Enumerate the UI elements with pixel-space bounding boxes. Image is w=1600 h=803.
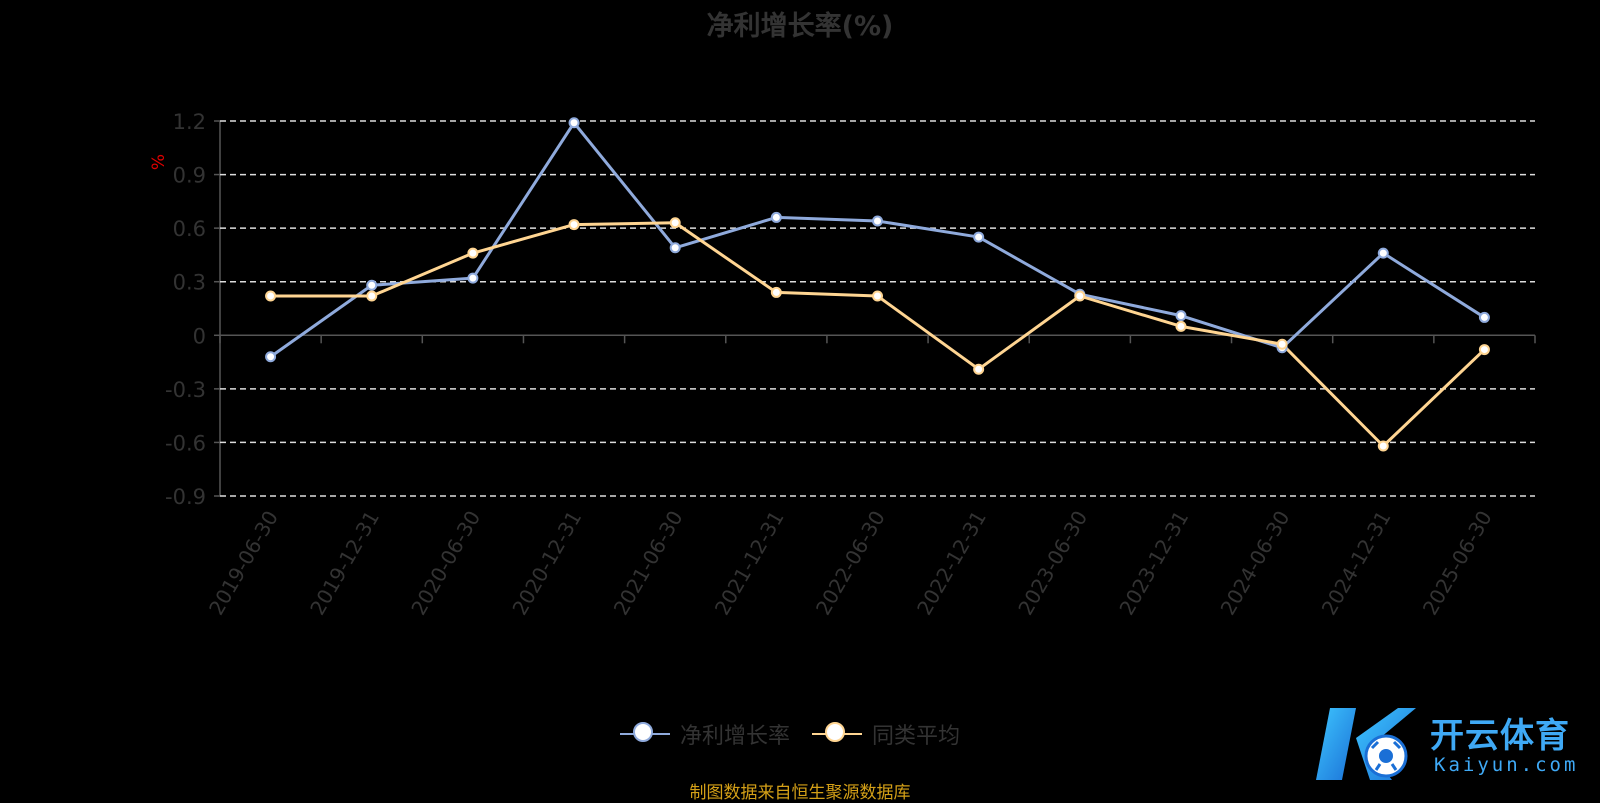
x-tick-label-2: 2020-06-30 <box>406 507 485 620</box>
y-tick-label-2: 0.6 <box>173 217 206 241</box>
x-tick-label-9: 2023-12-31 <box>1114 507 1193 620</box>
series-0-point-7 <box>973 231 985 243</box>
x-tick-label-12: 2025-06-30 <box>1418 507 1497 620</box>
series-1-point-0 <box>265 290 277 302</box>
series-0-point-5 <box>770 211 782 223</box>
series-0-point-1 <box>366 279 378 291</box>
series-0-point-4 <box>669 242 681 254</box>
x-tick-label-11: 2024-12-31 <box>1317 507 1396 620</box>
series-0-point-12 <box>1478 311 1490 323</box>
y-tick-label-0: 1.2 <box>173 110 206 134</box>
series-1-point-1 <box>366 290 378 302</box>
watermark-domain: Kaiyun.com <box>1434 754 1579 776</box>
y-axis-label: % <box>149 154 169 170</box>
series-line-0 <box>269 121 1486 358</box>
y-tick-label-6: -0.6 <box>165 431 206 455</box>
y-tick-label-4: 0 <box>193 324 206 348</box>
y-tick-label-1: 0.9 <box>173 164 206 188</box>
series-1-point-5 <box>770 286 782 298</box>
legend-label-series-0: 净利增长率 <box>680 724 791 749</box>
series-1-point-10 <box>1276 338 1288 350</box>
x-tick-label-3: 2020-12-31 <box>507 507 586 620</box>
chart-title: 净利增长率(%) <box>706 11 894 42</box>
series-0-point-3 <box>568 117 580 129</box>
legend-swatch-series-1 <box>812 722 863 744</box>
x-tick-label-6: 2022-06-30 <box>811 507 890 620</box>
series-0-point-0 <box>265 351 277 363</box>
legend-item-series-1[interactable]: 同类平均 <box>812 718 960 750</box>
kaiyun-logo-icon <box>1316 708 1416 780</box>
series-1-point-3 <box>568 219 580 231</box>
y-tick-label-7: -0.9 <box>165 485 206 509</box>
series-0-point-9 <box>1175 310 1187 322</box>
legend-label-series-1: 同类平均 <box>872 724 961 749</box>
x-tick-label-1: 2019-12-31 <box>305 507 384 620</box>
watermark-logo: 开云体育 Kaiyun.com <box>1312 700 1592 790</box>
x-tick-label-0: 2019-06-30 <box>204 507 283 620</box>
series-1-point-4 <box>669 217 681 229</box>
x-tick-label-7: 2022-12-31 <box>912 507 991 620</box>
series-0-point-6 <box>872 215 883 227</box>
series-1-point-12 <box>1478 344 1490 356</box>
series-1-point-7 <box>973 363 985 375</box>
legend-item-series-0[interactable]: 净利增长率 <box>620 718 790 750</box>
series-line-1 <box>270 221 1486 448</box>
data-source-note: 制图数据来自恒生聚源数据库 <box>689 783 911 803</box>
series-1-point-2 <box>467 247 479 259</box>
series-1-point-11 <box>1377 440 1389 452</box>
legend-swatch-series-0 <box>620 722 670 744</box>
series-0-point-11 <box>1377 247 1389 259</box>
series-1-point-8 <box>1074 290 1086 302</box>
series-1-point-9 <box>1175 320 1187 332</box>
series-1-point-6 <box>872 290 883 302</box>
x-tick-label-8: 2023-06-30 <box>1013 507 1092 620</box>
y-tick-label-3: 0.3 <box>173 271 206 295</box>
series-0-point-2 <box>467 272 479 284</box>
chart-legend: 净利增长率 同类平均 <box>620 718 982 750</box>
x-tick-label-5: 2021-12-31 <box>710 507 789 620</box>
x-tick-label-4: 2021-06-30 <box>609 507 688 620</box>
x-tick-label-10: 2024-06-30 <box>1216 507 1295 620</box>
y-tick-label-5: -0.3 <box>165 378 206 402</box>
watermark-brand: 开云体育 <box>1430 716 1570 756</box>
